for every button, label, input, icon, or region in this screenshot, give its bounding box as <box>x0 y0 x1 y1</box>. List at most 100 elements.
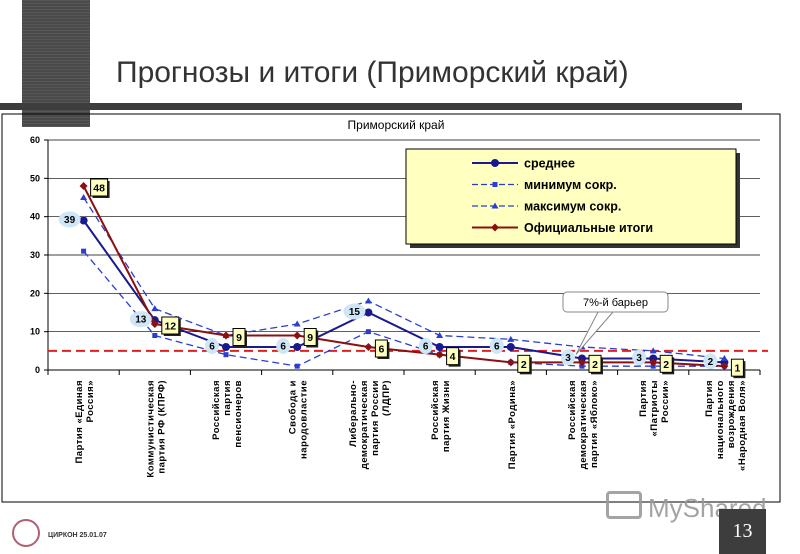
data-point <box>507 335 515 342</box>
y-tick-label: 40 <box>30 212 40 222</box>
data-point <box>152 333 158 338</box>
avg-data-label: 13 <box>135 315 147 326</box>
y-tick-label: 10 <box>30 327 40 337</box>
series-line-1 <box>83 250 725 367</box>
official-label-box <box>446 347 460 366</box>
x-tick-label: Российская <box>430 380 441 440</box>
data-point <box>79 182 88 190</box>
x-tick-label: народовластие <box>299 380 310 459</box>
official-label-box <box>730 358 744 377</box>
x-tick-label: «Патриоты <box>649 380 660 437</box>
callout-box <box>562 291 669 313</box>
series-line-3 <box>82 185 725 368</box>
official-label-box <box>659 354 673 373</box>
x-tick-label: Партия «Единая <box>74 380 85 464</box>
y-tick-label: 60 <box>30 135 40 145</box>
legend-label: Официальные итоги <box>524 221 653 235</box>
data-point <box>506 358 515 367</box>
x-tick-label: демократическая <box>359 380 370 469</box>
x-tick-label: Коммунистическая <box>145 380 156 478</box>
x-tick-label: Российская <box>567 380 578 440</box>
x-tick-label: партия РФ (КПРФ) <box>156 380 167 474</box>
data-labels: 39 13 6 6 15 6 6 3 3 2 48 12 9 9 6 4 2 2 2 1 <box>58 178 746 379</box>
series-group <box>79 182 729 371</box>
official-label-box <box>161 316 180 335</box>
data-point <box>649 347 657 354</box>
x-tick-label: партия России <box>370 380 381 456</box>
data-point <box>151 305 159 312</box>
title-divider <box>0 103 742 110</box>
y-axis: 0 10 20 30 40 50 60 <box>30 135 49 375</box>
x-tick-label: партия <box>222 380 233 416</box>
legend-label: максимум сокр. <box>524 200 621 214</box>
data-point <box>222 343 230 351</box>
legend-marker <box>492 182 498 187</box>
y-tick-label: 0 <box>35 365 40 375</box>
official-data-label: 12 <box>164 321 176 333</box>
x-tick-label: национального <box>715 380 726 459</box>
avg-label-bg <box>129 311 152 328</box>
legend: среднее минимум сокр. максимум сокр. Официа… <box>405 148 740 248</box>
avg-data-label: 6 <box>280 342 286 353</box>
avg-label-bg <box>632 349 647 366</box>
data-point <box>435 343 444 351</box>
data-point <box>293 343 302 351</box>
avg-data-label: 3 <box>636 353 642 364</box>
x-tick-label: Партия <box>638 380 649 417</box>
avg-label-bg <box>561 349 575 366</box>
callout-pointer <box>575 311 614 355</box>
x-tick-label: Партия <box>704 380 715 417</box>
avg-label-bg <box>703 353 718 370</box>
official-label-box <box>517 354 531 373</box>
x-tick-label: Россия» <box>85 380 96 423</box>
official-data-label: 2 <box>663 359 669 371</box>
x-tick-label: партия «Яблоко» <box>589 380 600 468</box>
data-point <box>364 343 373 351</box>
data-point <box>436 332 444 338</box>
series-line-2 <box>83 197 725 360</box>
legend-box <box>405 148 737 245</box>
official-data-label: 2 <box>521 359 527 371</box>
x-tick-label: «Народная Воля» <box>737 380 748 471</box>
avg-data-label: 39 <box>64 215 76 226</box>
avg-label-bg <box>276 338 291 354</box>
data-point <box>506 343 515 351</box>
legend-marker <box>491 223 499 232</box>
data-point <box>81 248 87 254</box>
page-number: 13 <box>719 509 766 554</box>
footer-text: ЦИРКОН 25.01.07 <box>48 532 107 539</box>
data-point <box>222 331 230 340</box>
legend-marker <box>491 159 499 167</box>
data-point <box>720 355 728 361</box>
x-tick-label: Либерально- <box>348 380 359 447</box>
data-point <box>223 352 229 358</box>
avg-data-label: 6 <box>209 342 215 353</box>
barrier-callout: 7%-й барьер <box>562 291 669 355</box>
official-label-box <box>374 339 388 358</box>
legend-marker <box>491 202 499 209</box>
x-tick-label: партия Жизни <box>441 380 452 452</box>
avg-label-bg <box>58 211 81 228</box>
chart-title: Приморский край <box>348 118 445 132</box>
official-data-label: 4 <box>450 351 456 363</box>
data-point <box>649 358 658 367</box>
watermark-icon <box>606 491 642 519</box>
data-point <box>80 194 88 200</box>
avg-data-label: 15 <box>349 307 361 318</box>
official-label-box <box>232 328 246 346</box>
chart-frame <box>1 113 781 503</box>
official-data-label: 1 <box>734 363 740 375</box>
data-point <box>150 320 159 328</box>
avg-label-bg <box>343 303 366 320</box>
x-axis: Партия «Единая Россия» Коммунистическая пар… <box>47 369 761 478</box>
x-tick-label: Свобода и <box>288 380 299 434</box>
official-label-box <box>588 354 602 373</box>
official-data-label: 48 <box>93 183 105 195</box>
legend-label: среднее <box>524 157 575 171</box>
official-data-label: 9 <box>307 332 313 344</box>
official-label-box <box>303 328 317 346</box>
callout-text: 7%-й барьер <box>583 297 648 309</box>
x-tick-label: Партия «Родина» <box>507 380 518 469</box>
x-tick-label: России» <box>660 380 671 423</box>
company-logo-icon <box>12 519 40 547</box>
